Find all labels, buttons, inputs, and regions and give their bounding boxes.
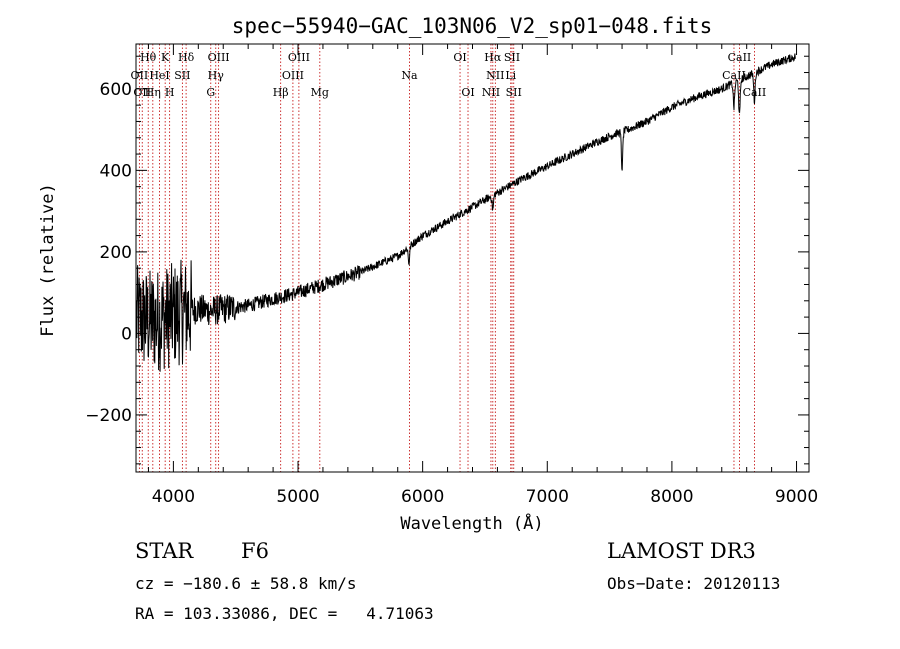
y-axis-label: Flux (relative) bbox=[38, 183, 58, 337]
line-marker-label: Hβ bbox=[273, 86, 289, 99]
axis-ticks bbox=[136, 44, 809, 472]
x-tick-label: 8000 bbox=[650, 487, 693, 507]
x-tick-label: 4000 bbox=[152, 487, 195, 507]
object-class: STAR bbox=[135, 539, 194, 563]
axis-tick-labels: 4000 5000 6000 7000 8000 9000 −200 0 200 400 600 bbox=[85, 80, 818, 507]
line-marker-label: OI bbox=[453, 51, 466, 64]
y-tick-label: 200 bbox=[100, 243, 132, 263]
line-marker-label: K bbox=[161, 51, 170, 64]
line-marker-label: OII bbox=[131, 69, 149, 82]
x-tick-label: 5000 bbox=[276, 487, 319, 507]
line-marker-label: Hθ bbox=[140, 51, 157, 64]
spectrum-line bbox=[136, 53, 796, 372]
line-marker-label: CaII bbox=[728, 51, 752, 64]
line-marker-label: Na bbox=[401, 69, 418, 82]
line-marker-label: Hη bbox=[145, 86, 161, 99]
line-marker-labels: OIIOIIHθHηHeIKHSIIHδGHγOIIIHβOIIIOIIIMgN… bbox=[131, 51, 767, 99]
line-marker-label: Li bbox=[505, 69, 516, 82]
plot-frame bbox=[135, 43, 810, 473]
coordinates: RA = 103.33086, DEC = 4.71063 bbox=[135, 604, 434, 623]
x-tick-label: 7000 bbox=[526, 487, 569, 507]
x-tick-label: 9000 bbox=[775, 487, 818, 507]
line-marker-label: SII bbox=[174, 69, 190, 82]
line-marker-label: NII bbox=[486, 69, 504, 82]
line-marker-label: OIII bbox=[208, 51, 230, 64]
redshift-velocity: cz = −180.6 ± 58.8 km/s bbox=[135, 574, 357, 593]
line-marker-label: NII bbox=[482, 86, 500, 99]
line-marker-label: HeI bbox=[149, 69, 169, 82]
object-subclass: F6 bbox=[241, 539, 269, 563]
line-marker-label: Hα bbox=[484, 51, 502, 64]
observation-date: Obs−Date: 20120113 bbox=[607, 574, 781, 593]
line-marker-label: SII bbox=[506, 86, 522, 99]
y-tick-label: 600 bbox=[100, 80, 132, 100]
line-marker-label: SII bbox=[504, 51, 520, 64]
line-marker-label: Hγ bbox=[208, 69, 225, 82]
line-markers bbox=[138, 44, 755, 472]
line-marker-label: Hδ bbox=[178, 51, 195, 64]
line-marker-label: H bbox=[165, 86, 175, 99]
x-axis-label: Wavelength (Å) bbox=[400, 512, 543, 534]
y-tick-label: 400 bbox=[100, 161, 132, 181]
line-marker-label: Mg bbox=[311, 86, 329, 99]
line-marker-label: CaII bbox=[722, 69, 746, 82]
line-marker-label: OI bbox=[461, 86, 474, 99]
x-tick-label: 6000 bbox=[401, 487, 444, 507]
chart-title: spec−55940−GAC_103N06_V2_sp01−048.fits bbox=[232, 14, 712, 38]
survey-name: LAMOST DR3 bbox=[607, 539, 756, 563]
line-marker-label: CaII bbox=[743, 86, 767, 99]
line-marker-label: G bbox=[206, 86, 215, 99]
y-tick-label: −200 bbox=[85, 406, 132, 426]
line-marker-label: OIII bbox=[282, 69, 304, 82]
line-marker-label: OIII bbox=[288, 51, 310, 64]
y-tick-label: 0 bbox=[121, 324, 132, 344]
